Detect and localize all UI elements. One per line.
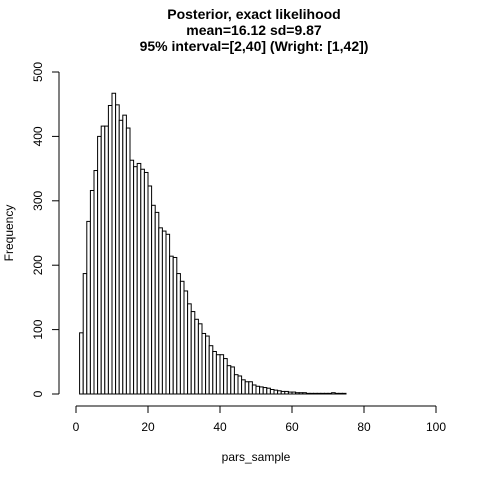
histogram-bar (104, 125, 109, 395)
histogram-bar (223, 358, 228, 395)
histogram-bar (197, 323, 203, 395)
histogram-bar (226, 365, 232, 395)
histogram-bar (241, 379, 246, 395)
histogram-bar (136, 162, 142, 395)
y-tick-label: 300 (31, 190, 45, 210)
x-tick-label: 100 (426, 420, 446, 434)
histogram-bar (179, 280, 185, 395)
histogram-bar (143, 171, 149, 395)
histogram-bar (273, 389, 279, 395)
histogram-bar (100, 125, 106, 395)
y-tick-label: 200 (31, 255, 45, 275)
y-tick-label: 500 (31, 62, 45, 82)
x-axis-ticks: 0 20 40 60 80 100 (73, 406, 446, 434)
histogram-bar (302, 392, 307, 395)
histogram-bar (266, 387, 271, 395)
histogram-bar (331, 392, 336, 395)
x-tick-label: 60 (285, 420, 299, 434)
histogram-bar (262, 387, 268, 395)
histogram-bar (248, 381, 253, 395)
histogram-bar (298, 392, 304, 395)
histogram-bar (244, 381, 250, 395)
histogram-bar (251, 384, 257, 395)
histogram-bar (172, 256, 178, 395)
x-tick-label: 40 (213, 420, 227, 434)
histogram-bar (151, 204, 156, 395)
histogram-bar (259, 386, 264, 395)
histogram-bar (129, 159, 135, 395)
histogram-bar (122, 114, 127, 395)
histogram-bar (212, 350, 217, 395)
y-axis-label: Frequency (2, 205, 16, 262)
histogram-bar (316, 392, 322, 395)
histogram-bar (341, 392, 347, 395)
histogram-bar (118, 119, 124, 395)
x-axis-label: pars_sample (222, 450, 291, 464)
histogram-bar (237, 375, 243, 395)
histogram-bar (86, 220, 91, 395)
histogram-bar (287, 391, 293, 395)
histogram-bar (176, 273, 181, 395)
histogram-bar (107, 104, 113, 395)
histogram-bar (277, 390, 282, 395)
histogram-bar (125, 127, 131, 395)
histogram-bar (111, 92, 117, 395)
histogram-bar (169, 255, 174, 395)
histogram-bar (313, 392, 318, 395)
histogram-bar (140, 168, 145, 395)
histogram-bar (280, 390, 286, 395)
y-tick-label: 0 (31, 390, 45, 397)
histogram-bar (305, 392, 311, 395)
histogram-bar (133, 166, 138, 395)
histogram-bar (154, 211, 160, 395)
histogram-bar (190, 311, 196, 395)
histogram-bar (233, 374, 239, 395)
histogram-bar (320, 392, 325, 395)
histogram-bar (269, 388, 275, 395)
histogram-bar (115, 104, 120, 395)
histogram-bar (255, 385, 261, 395)
chart-title: Posterior, exact likelihood (167, 6, 341, 22)
y-tick-label: 100 (31, 319, 45, 339)
histogram-bar (219, 354, 225, 395)
histogram-bar (338, 392, 343, 395)
histogram-bars (79, 92, 347, 395)
histogram-bar (97, 135, 102, 395)
chart-subtitle-interval: 95% interval=[2,40] (Wright: [1,42]) (140, 38, 369, 54)
histogram-bar (194, 318, 199, 395)
histogram-bar (334, 392, 340, 395)
histogram-bar (215, 354, 221, 395)
histogram-bar (284, 390, 289, 395)
histogram-bar (165, 233, 171, 395)
histogram-bar (230, 366, 235, 395)
histogram-bar (208, 345, 214, 395)
y-tick-label: 400 (31, 126, 45, 146)
histogram-bar (161, 230, 167, 395)
histogram-bar (327, 392, 333, 395)
y-axis-ticks: 0 100 200 300 400 500 (31, 62, 59, 397)
x-tick-label: 0 (73, 420, 80, 434)
histogram-bar (89, 189, 95, 395)
histogram-bar (295, 392, 300, 395)
histogram-bar (291, 391, 297, 395)
x-tick-label: 80 (357, 420, 371, 434)
histogram-bar (79, 332, 84, 395)
x-tick-label: 20 (141, 420, 155, 434)
histogram-bar (158, 227, 163, 395)
histogram-bar (82, 273, 88, 395)
histogram-bar (309, 392, 315, 395)
histogram-bar (183, 290, 189, 395)
histogram-bar (187, 303, 192, 395)
histogram-bar (205, 335, 210, 395)
histogram-bar (201, 332, 207, 395)
histogram-bar (147, 185, 153, 395)
histogram-bar (323, 392, 329, 395)
histogram-bar (93, 170, 99, 395)
chart-subtitle-mean-sd: mean=16.12 sd=9.87 (186, 22, 322, 38)
